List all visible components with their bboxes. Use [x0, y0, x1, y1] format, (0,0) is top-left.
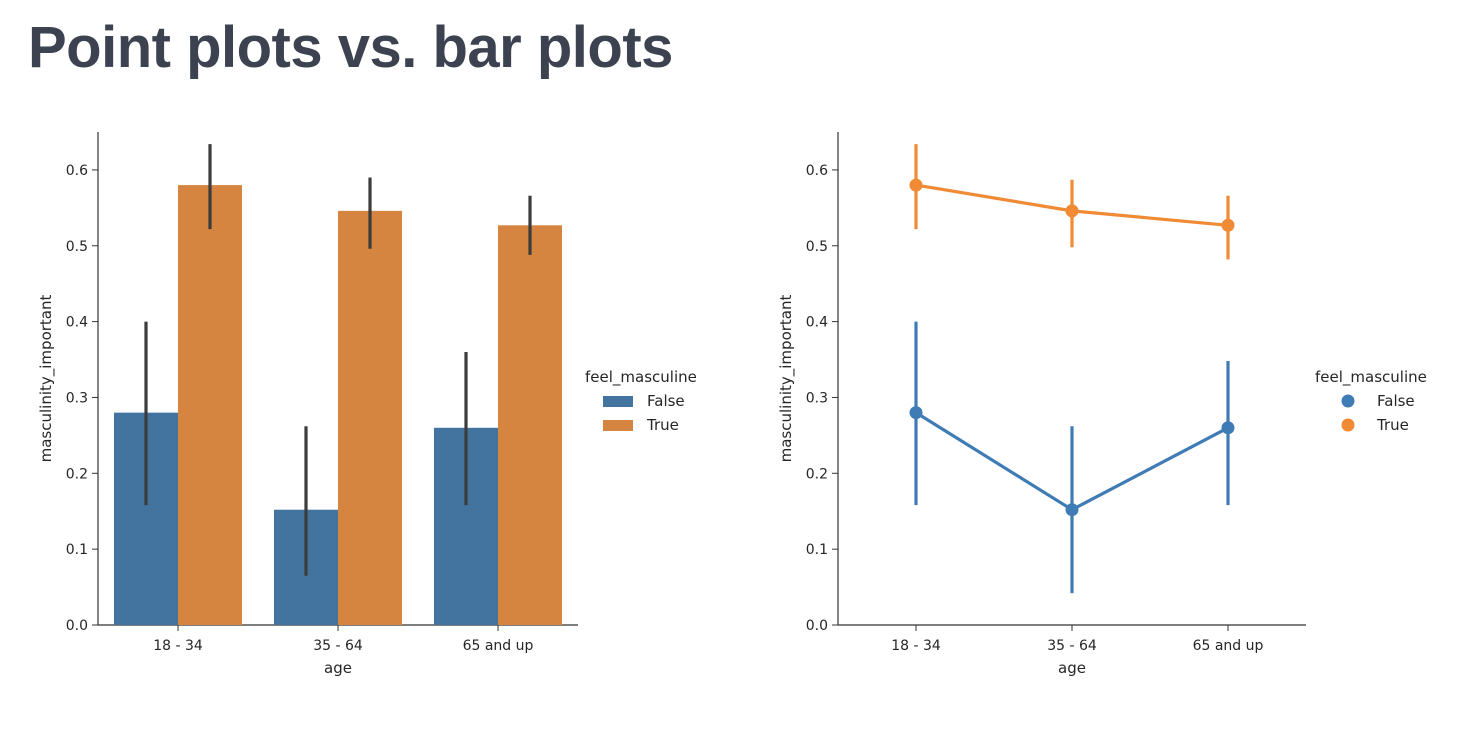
y-tick-label: 0.6: [806, 163, 828, 179]
point-false: [1221, 421, 1235, 435]
legend-swatch-true: [603, 420, 633, 431]
y-tick-label: 0.2: [66, 466, 88, 482]
y-axis-label: masculinity_important: [777, 295, 796, 463]
point-chart: 0.0 0.1 0.2 0.3 0.4 0.5 0.6 18 - 34 35 - 64 65 an…: [777, 132, 1427, 677]
y-tick-label: 0.4: [806, 315, 828, 331]
y-tick-label: 0.4: [66, 315, 88, 331]
y-tick-label: 0.3: [806, 390, 828, 406]
legend-label-true: True: [1376, 416, 1409, 434]
point-true: [1065, 204, 1079, 218]
y-tick-label: 0.1: [806, 542, 828, 558]
point-false: [909, 406, 923, 420]
legend-title: feel_masculine: [1315, 368, 1427, 387]
y-tick-label: 0.1: [66, 542, 88, 558]
bar-chart: 0.0 0.1 0.2 0.3 0.4 0.5 0.6 18 - 34 35 - 64 65 an…: [37, 132, 697, 677]
x-tick-label: 18 - 34: [153, 638, 203, 654]
bar-true: [338, 210, 402, 625]
bar-true: [498, 225, 562, 625]
bar-true: [178, 185, 242, 625]
x-tick-label: 65 and up: [463, 638, 534, 654]
point-false: [1065, 503, 1079, 517]
x-axis-label: age: [324, 659, 352, 677]
y-tick-label: 0.0: [66, 618, 88, 634]
x-tick-label: 35 - 64: [1047, 638, 1097, 654]
y-tick-label: 0.6: [66, 163, 88, 179]
legend-swatch-false: [603, 396, 633, 407]
legend-marker-true: [1341, 418, 1355, 432]
y-tick-label: 0.3: [66, 390, 88, 406]
page-title: Point plots vs. bar plots: [28, 15, 673, 80]
y-tick-label: 0.2: [806, 466, 828, 482]
legend-label-false: False: [1377, 392, 1415, 410]
legend-label-false: False: [647, 392, 685, 410]
x-tick-label: 65 and up: [1193, 638, 1264, 654]
y-tick-label: 0.5: [66, 239, 88, 255]
y-tick-label: 0.0: [806, 618, 828, 634]
x-tick-label: 35 - 64: [313, 638, 363, 654]
point-true: [909, 178, 923, 192]
legend-label-true: True: [646, 416, 679, 434]
point-true: [1221, 218, 1235, 232]
y-axis-label: masculinity_important: [37, 295, 56, 463]
legend-marker-false: [1341, 394, 1355, 408]
legend-title: feel_masculine: [585, 368, 697, 387]
y-tick-label: 0.5: [806, 239, 828, 255]
x-tick-label: 18 - 34: [891, 638, 941, 654]
x-axis-label: age: [1058, 659, 1086, 677]
